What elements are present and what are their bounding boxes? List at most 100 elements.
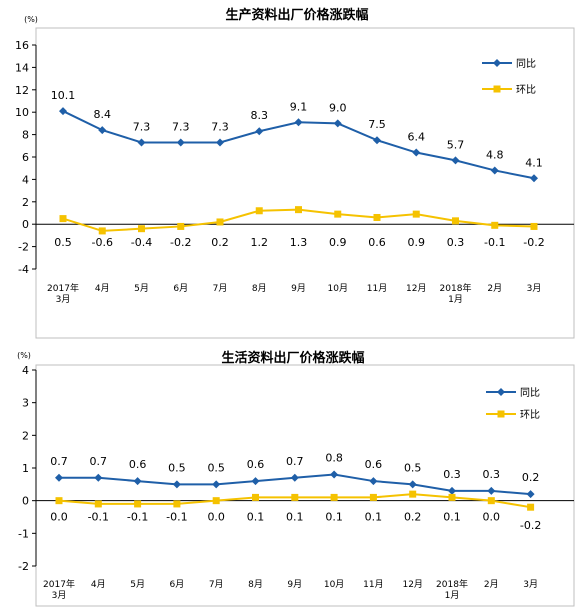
y-tick-label: 10 <box>15 106 29 119</box>
y-tick-label: 14 <box>15 61 29 74</box>
data-label-yoy: 0.3 <box>483 468 501 481</box>
data-point-mom <box>491 221 499 229</box>
data-label-yoy: 8.3 <box>251 109 269 122</box>
data-label-mom: 0.2 <box>211 236 229 249</box>
y-tick-label: 6 <box>22 151 29 164</box>
x-tick-label: 10月 <box>324 579 344 590</box>
legend-label-mom: 环比 <box>516 84 536 96</box>
data-point-mom <box>487 497 495 505</box>
x-tick-label: 3月 <box>523 579 538 590</box>
chart-producer-goods: 生产资料出厂价格涨跌幅 (%) 1614121086420-2-42017年3月… <box>15 7 575 339</box>
data-label-yoy: 0.5 <box>168 461 186 474</box>
data-label-yoy: 8.4 <box>94 108 112 121</box>
data-point-yoy <box>137 138 146 147</box>
x-tick-label: 2017年 <box>47 282 79 294</box>
legend-label-yoy: 同比 <box>520 387 540 399</box>
data-point-yoy <box>330 470 339 479</box>
data-label-mom: 0.0 <box>207 511 225 524</box>
data-point-mom <box>448 493 456 501</box>
y-tick-label: 2 <box>22 429 29 442</box>
data-point-mom <box>530 222 538 230</box>
y-unit-label: (%) <box>24 15 38 24</box>
x-tick-label: 9月 <box>291 283 306 294</box>
data-point-mom <box>252 493 259 501</box>
data-point-yoy <box>176 138 185 147</box>
data-label-mom: -0.2 <box>523 236 544 249</box>
y-tick-label: 1 <box>22 462 29 475</box>
data-point-mom <box>216 218 224 226</box>
data-label-mom: 0.1 <box>365 511 383 524</box>
y-tick-label: 2 <box>22 196 29 209</box>
data-point-yoy <box>451 156 460 165</box>
data-point-yoy <box>490 166 499 175</box>
y-tick-label: -1 <box>18 527 29 540</box>
y-tick-label: 8 <box>22 129 29 142</box>
x-tick-label: 8月 <box>248 579 263 590</box>
data-point-yoy <box>448 486 456 495</box>
data-point-yoy <box>212 480 221 489</box>
data-point-mom <box>409 490 417 498</box>
data-point-mom <box>330 493 338 501</box>
data-label-yoy: 4.8 <box>486 148 504 161</box>
data-point-mom <box>452 217 459 225</box>
data-point-mom <box>173 500 181 508</box>
data-label-mom: -0.1 <box>88 511 109 524</box>
x-tick-label: 12月 <box>402 579 422 590</box>
data-label-mom: 0.3 <box>447 236 465 249</box>
data-point-yoy <box>251 477 260 486</box>
y-tick-label: 4 <box>22 364 29 377</box>
x-tick-label: 3月 <box>527 283 542 294</box>
data-point-mom <box>527 503 535 511</box>
x-tick-label: 11月 <box>367 283 387 294</box>
data-point-yoy <box>412 148 421 157</box>
legend-marker <box>493 59 501 67</box>
data-point-yoy <box>369 477 378 486</box>
data-point-mom <box>291 493 299 501</box>
data-label-mom: -0.2 <box>170 236 191 249</box>
data-point-mom <box>98 227 106 235</box>
data-point-yoy <box>216 138 224 147</box>
data-point-yoy <box>373 136 381 145</box>
data-point-mom <box>138 225 145 233</box>
data-label-yoy: 0.6 <box>129 458 147 471</box>
data-point-yoy <box>526 490 535 499</box>
data-point-yoy <box>133 477 142 486</box>
data-label-yoy: 0.7 <box>50 455 68 468</box>
data-point-mom <box>255 207 263 215</box>
data-label-yoy: 9.1 <box>290 100 308 113</box>
data-label-mom: 0.1 <box>443 511 461 524</box>
data-label-yoy: 0.8 <box>325 452 343 465</box>
data-label-mom: 0.1 <box>325 511 343 524</box>
data-point-mom <box>94 500 102 508</box>
data-label-yoy: 0.3 <box>443 468 461 481</box>
data-point-mom <box>55 497 63 505</box>
x-tick-label: 2017年 <box>43 578 75 590</box>
data-label-yoy: 6.4 <box>408 131 426 144</box>
data-point-yoy <box>255 127 264 136</box>
data-label-yoy: 7.5 <box>368 118 386 131</box>
x-tick-label: 2月 <box>484 579 499 590</box>
x-tick-label: 2月 <box>487 283 502 294</box>
data-point-yoy <box>530 174 538 183</box>
data-label-mom: -0.1 <box>166 511 187 524</box>
legend-label-yoy: 同比 <box>516 58 536 70</box>
data-label-mom: 0.1 <box>247 511 265 524</box>
y-tick-label: 12 <box>15 84 29 97</box>
y-unit-label: (%) <box>17 351 31 360</box>
chart-title: 生活资料出厂价格涨跌幅 <box>221 350 364 366</box>
data-label-mom: -0.4 <box>131 236 152 249</box>
data-label-mom: 1.3 <box>290 236 308 249</box>
data-point-mom <box>212 497 220 505</box>
data-point-yoy <box>94 473 103 482</box>
data-point-mom <box>369 493 377 501</box>
data-point-mom <box>59 215 67 223</box>
data-label-yoy: 5.7 <box>447 138 465 151</box>
data-label-yoy: 0.5 <box>404 461 422 474</box>
x-tick-label: 2018年 <box>436 578 468 590</box>
x-tick-label: 12月 <box>406 283 426 294</box>
data-label-mom: -0.1 <box>127 511 148 524</box>
x-tick-label: 4月 <box>91 579 106 590</box>
data-point-yoy <box>59 107 67 116</box>
data-label-yoy: 7.3 <box>133 120 151 133</box>
